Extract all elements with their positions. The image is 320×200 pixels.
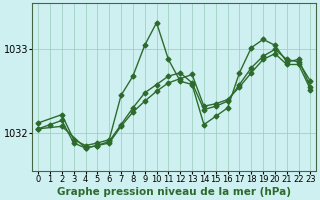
X-axis label: Graphe pression niveau de la mer (hPa): Graphe pression niveau de la mer (hPa) [57,187,291,197]
